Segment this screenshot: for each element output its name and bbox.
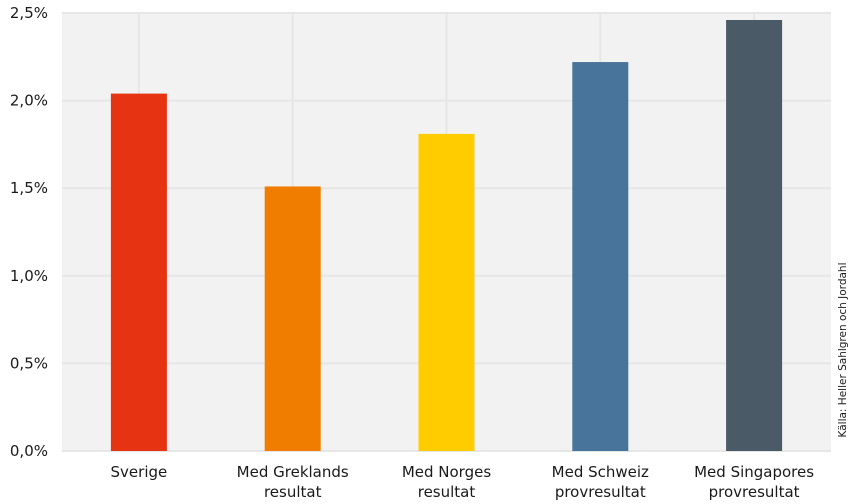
bar-2 [418,133,475,451]
category-label-4-line-1: provresultat [709,483,800,501]
category-label-3-line-0: Med Schweiz [552,463,649,481]
category-label-2-line-1: resultat [418,483,476,501]
category-label-1: Med Greklands resultat [237,463,349,501]
y-tick-label-0: 0,0% [10,442,48,460]
category-label-2-line-0: Med Norges [402,463,492,481]
bar-3 [572,62,629,451]
bar-0 [110,93,167,451]
y-axis-tick-labels: 0,0% 0,5% 1,0% 1,5% 2,0% 2,5% [10,4,48,460]
source-note: Källa: Heller Sahlgren och Jordahl [837,263,849,438]
category-label-1-line-0: Med Greklands [237,463,349,481]
category-label-1-line-1: resultat [264,483,322,501]
category-label-4: Med Singapores provresultat [694,463,814,501]
y-tick-label-3: 1,5% [10,179,48,197]
bar-4 [726,20,783,452]
y-tick-label-5: 2,5% [10,4,48,22]
y-tick-label-2: 1,0% [10,267,48,285]
category-label-3: Med Schweiz provresultat [552,463,649,501]
category-label-0-line-0: Sverige [111,463,168,481]
category-label-2: Med Norges resultat [402,463,492,501]
bars [110,20,783,452]
x-axis-category-labels: Sverige Med Greklands resultat Med Norges re… [111,463,815,501]
category-label-3-line-1: provresultat [555,483,646,501]
y-tick-label-4: 2,0% [10,92,48,110]
bar-1 [264,186,321,451]
category-label-4-line-0: Med Singapores [694,463,814,481]
category-label-0: Sverige [111,463,168,481]
y-tick-label-1: 0,5% [10,354,48,372]
